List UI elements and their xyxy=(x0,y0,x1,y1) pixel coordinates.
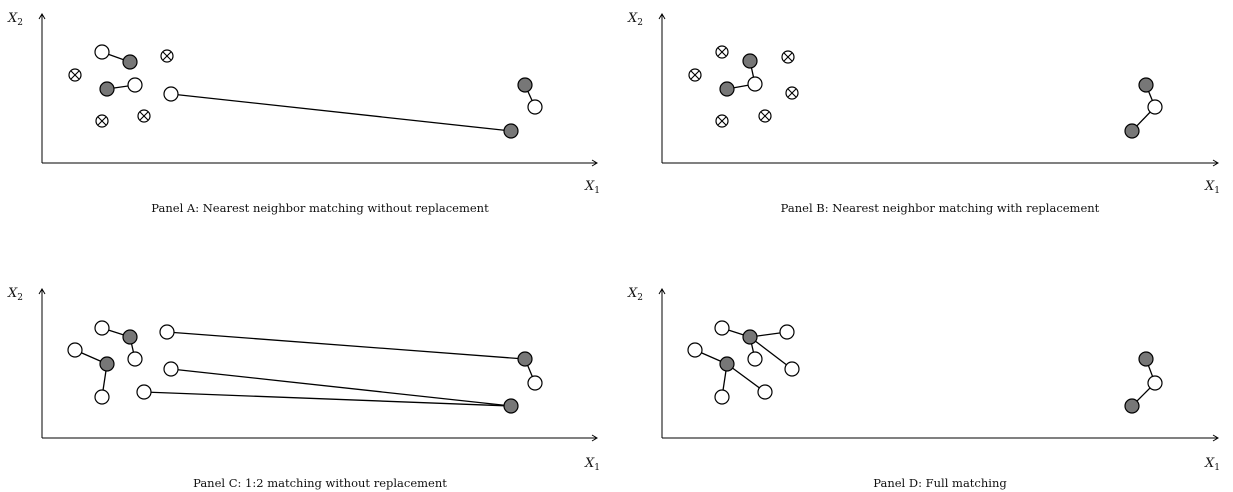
treated-unit-point xyxy=(1138,77,1154,93)
control-unit-point xyxy=(757,384,773,400)
panel-caption: Panel A: Nearest neighbor matching witho… xyxy=(151,201,489,215)
treated-unit-point xyxy=(99,81,115,97)
y-axis-label: X2 xyxy=(7,11,23,28)
y-axis-label-main: X xyxy=(7,11,18,26)
unmatched-control-marker xyxy=(160,49,174,63)
treated-unit-point xyxy=(719,356,735,372)
y-axis-label-sub: 2 xyxy=(637,293,643,303)
match-line xyxy=(170,93,512,132)
y-axis-label-main: X xyxy=(7,286,18,301)
y-axis-arrow xyxy=(38,13,46,20)
x-axis-arrow xyxy=(591,159,598,167)
unmatched-control-marker xyxy=(781,50,795,64)
control-unit-point xyxy=(94,389,110,405)
control-unit-point xyxy=(159,324,175,340)
x-axis-arrow xyxy=(591,434,598,442)
match-line xyxy=(143,391,512,407)
x-axis-label-sub: 1 xyxy=(1214,186,1220,196)
y-axis-label: X2 xyxy=(7,286,23,303)
x-axis-arrow xyxy=(1212,434,1219,442)
unmatched-control-marker xyxy=(95,114,109,128)
unmatched-control-marker xyxy=(137,109,151,123)
match-line xyxy=(726,363,766,393)
control-unit-point xyxy=(94,320,110,336)
treated-unit-point xyxy=(1124,123,1140,139)
match-line xyxy=(749,336,793,370)
treated-unit-point xyxy=(122,329,138,345)
x-axis-label-sub: 1 xyxy=(1214,463,1220,473)
control-unit-point xyxy=(67,342,83,358)
x-axis-label-main: X xyxy=(584,456,595,471)
unmatched-control-marker xyxy=(688,68,702,82)
control-unit-point xyxy=(163,86,179,102)
control-unit-point xyxy=(127,351,143,367)
x-axis-arrow xyxy=(1212,159,1219,167)
treated-unit-point xyxy=(1124,398,1140,414)
panel-caption: Panel B: Nearest neighbor matching with … xyxy=(781,201,1100,215)
control-unit-point xyxy=(687,342,703,358)
control-unit-point xyxy=(714,320,730,336)
control-unit-point xyxy=(527,375,543,391)
unmatched-control-marker xyxy=(715,114,729,128)
x-axis-label-main: X xyxy=(584,179,595,194)
treated-unit-point xyxy=(1138,351,1154,367)
control-unit-point xyxy=(1147,99,1163,115)
control-unit-point xyxy=(747,351,763,367)
y-axis-label-main: X xyxy=(627,286,638,301)
y-axis-label-sub: 2 xyxy=(637,18,643,28)
unmatched-control-marker xyxy=(68,68,82,82)
control-unit-point xyxy=(163,361,179,377)
panel-caption: Panel D: Full matching xyxy=(873,476,1007,490)
y-axis-label: X2 xyxy=(627,11,643,28)
treated-unit-point xyxy=(122,54,138,70)
x-axis-label: X1 xyxy=(1204,456,1220,473)
treated-unit-point xyxy=(742,329,758,345)
treated-unit-point xyxy=(719,81,735,97)
control-unit-point xyxy=(1147,375,1163,391)
control-unit-point xyxy=(747,76,763,92)
x-axis-label-sub: 1 xyxy=(594,186,600,196)
control-unit-point xyxy=(136,384,152,400)
x-axis-label-sub: 1 xyxy=(594,463,600,473)
y-axis-label-sub: 2 xyxy=(17,293,23,303)
panel-caption: Panel C: 1:2 matching without replacemen… xyxy=(193,476,447,490)
treated-unit-point xyxy=(503,123,519,139)
control-unit-point xyxy=(784,361,800,377)
x-axis-label: X1 xyxy=(584,179,600,196)
x-axis-label-main: X xyxy=(1204,456,1215,471)
unmatched-control-marker xyxy=(785,86,799,100)
treated-unit-point xyxy=(99,356,115,372)
y-axis-arrow xyxy=(658,288,666,295)
match-line xyxy=(170,368,512,407)
treated-unit-point xyxy=(517,77,533,93)
y-axis-arrow xyxy=(658,13,666,20)
y-axis-label: X2 xyxy=(627,286,643,303)
treated-unit-point xyxy=(517,351,533,367)
x-axis-label: X1 xyxy=(584,456,600,473)
unmatched-control-marker xyxy=(715,45,729,59)
control-unit-point xyxy=(714,389,730,405)
control-unit-point xyxy=(779,324,795,340)
x-axis-label-main: X xyxy=(1204,179,1215,194)
unmatched-control-marker xyxy=(758,109,772,123)
match-line xyxy=(166,331,526,360)
y-axis-label-main: X xyxy=(627,11,638,26)
control-unit-point xyxy=(127,77,143,93)
control-unit-point xyxy=(94,44,110,60)
y-axis-arrow xyxy=(38,288,46,295)
y-axis-label-sub: 2 xyxy=(17,18,23,28)
control-unit-point xyxy=(527,99,543,115)
x-axis-label: X1 xyxy=(1204,179,1220,196)
treated-unit-point xyxy=(503,398,519,414)
treated-unit-point xyxy=(742,53,758,69)
